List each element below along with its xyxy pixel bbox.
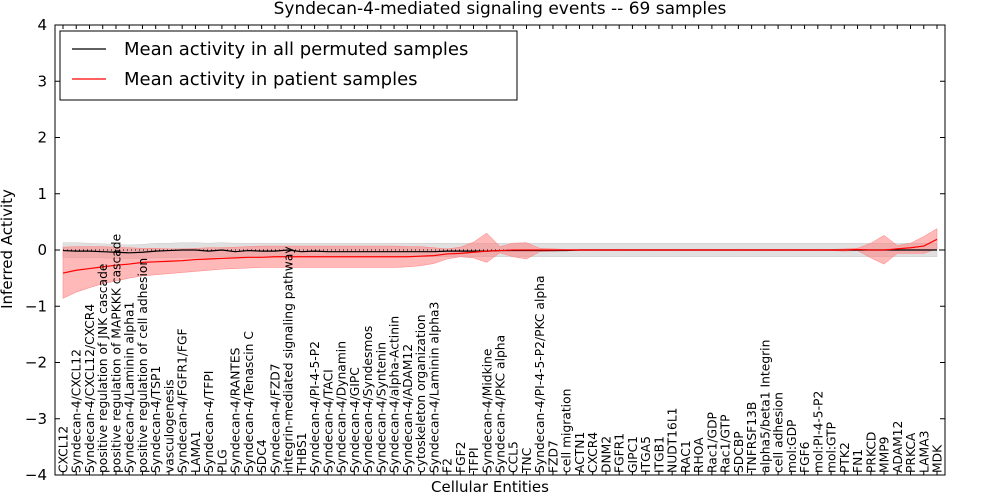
chart-title: Syndecan-4-mediated signaling events -- … <box>274 0 727 19</box>
x-tick-label: PRKCD <box>864 432 878 473</box>
x-tick-label: Syndecan-4/Midkine <box>480 349 494 473</box>
x-tick-label: Syndecan-4/Syntenin <box>374 342 388 473</box>
x-tick-label: FN1 <box>851 449 865 473</box>
series-line-1 <box>62 238 938 274</box>
y-tick-label: −1 <box>25 297 47 315</box>
x-tick-label: LAMA1 <box>189 431 203 473</box>
y-tick-label: −4 <box>25 466 47 484</box>
x-tick-label: GIPC1 <box>626 436 640 473</box>
x-tick-label: FZD7 <box>546 440 560 473</box>
x-tick-label: Syndecan-4/TACI <box>321 369 335 473</box>
x-tick-label: cell migration <box>560 389 574 473</box>
legend-box <box>59 30 518 101</box>
x-tick-label: Syndecan-4/TFPI <box>202 371 216 473</box>
x-tick-label: Syndecan-4/alpha-Actinin <box>388 316 402 473</box>
x-tick-label: Syndecan-4/Tenascin C <box>242 331 256 473</box>
legend-label-0: Mean activity in all permuted samples <box>124 39 468 60</box>
x-tick-label: Rac1/GDP <box>705 412 719 473</box>
x-tick-label: Syndecan-4/PKC alpha <box>494 335 508 473</box>
x-tick-label: mol:GTP <box>825 422 839 473</box>
x-tick-label: integrin-mediated signaling pathway <box>282 246 296 473</box>
x-tick-label: SDC4 <box>255 439 269 473</box>
x-tick-label: Syndecan-4/FGFR1/FGF <box>176 328 190 473</box>
x-tick-label: alpha5/beta1 Integrin <box>758 340 772 473</box>
y-tick-label: 0 <box>37 241 47 259</box>
x-tick-label: cell adhesion <box>772 392 786 473</box>
x-tick-label: TNFRSF13B <box>745 402 759 474</box>
x-tick-label: PRKCA <box>904 432 918 473</box>
x-tick-label: CCL5 <box>507 441 521 473</box>
x-tick-label: RHOA <box>692 437 706 473</box>
x-tick-label: Syndecan-4/PI-4-5-P2/PKC alpha <box>533 275 547 473</box>
legend: Mean activity in all permuted samples Mea… <box>59 30 518 101</box>
x-tick-label: mol:PI-4-5-P2 <box>811 391 825 473</box>
x-tick-label: DNM2 <box>599 436 613 473</box>
x-tick-label: Syndecan-4/Laminin alpha3 <box>427 302 441 473</box>
x-tick-label: Syndecan-4/RANTES <box>229 347 243 473</box>
x-tick-label: THBS1 <box>295 432 309 474</box>
x-tick-label: F2 <box>441 458 455 473</box>
y-tick-label: 3 <box>37 72 47 90</box>
x-tick-label: vasculogenesis <box>162 379 176 473</box>
x-tick-label: mol:GDP <box>785 420 799 473</box>
x-tick-label: cytoskeleton organization <box>414 314 428 473</box>
x-tick-label: Syndecan-4/PI-4-5-P2 <box>308 341 322 473</box>
x-tick-label: Rac1/GTP <box>719 414 733 473</box>
y-axis-label: Inferred Activity <box>0 189 16 309</box>
x-tick-label: SDCBP <box>732 431 746 473</box>
x-tick-label: Syndecan-4/FZD7 <box>268 363 282 473</box>
x-tick-label: positive regulation of JNK cascade <box>96 264 110 473</box>
y-tick-label: 2 <box>37 129 47 147</box>
x-tick-label: PLG <box>215 449 229 473</box>
x-tick-label: CXCR4 <box>586 432 600 473</box>
x-axis-label: Cellular Entities <box>431 478 549 496</box>
x-tick-label: positive regulation of MAPKKK cascade <box>109 234 123 473</box>
x-tick-label: TNC <box>520 448 534 474</box>
series-band-1 <box>62 228 938 299</box>
x-tick-label: PTK2 <box>838 442 852 473</box>
x-tick-label: MDK <box>931 444 945 473</box>
x-tick-label: ADAM12 <box>891 421 905 473</box>
x-tick-label: Syndecan-4/TSP1 <box>149 366 163 473</box>
x-tick-label: Syndecan-4/Laminin alpha1 <box>123 302 137 473</box>
x-tick-label: CXCL12 <box>57 426 71 473</box>
x-tick-label: Syndecan-4/Syndesmos <box>361 326 375 473</box>
x-tick-label: Syndecan-4/CXCL12 <box>70 349 84 473</box>
y-tick-label: −3 <box>25 410 47 428</box>
x-tick-label: Syndecan-4/CXCL12/CXCR4 <box>83 304 97 473</box>
x-tick-label: ITGA5 <box>639 436 653 473</box>
x-tick-label: ACTN1 <box>573 432 587 473</box>
y-tick-label: 4 <box>37 16 47 34</box>
x-tick-label: RAC1 <box>679 440 693 473</box>
x-tick-label: NUDT16L1 <box>666 407 680 473</box>
x-tick-label: FGFR1 <box>613 433 627 473</box>
x-tick-label: Syndecan-4/Dynamin <box>335 341 349 473</box>
x-tick-label: ITGB1 <box>652 436 666 473</box>
x-tick-label: FGF2 <box>454 442 468 474</box>
x-tick-label: positive regulation of cell adhesion <box>136 258 150 473</box>
x-tick-label: LAMA3 <box>917 431 931 473</box>
x-tick-label: Syndecan-4/GIPC <box>348 367 362 473</box>
legend-label-1: Mean activity in patient samples <box>124 69 418 90</box>
x-tick-label: Syndecan-4/ADAM12 <box>401 344 415 473</box>
y-tick-label: 1 <box>37 185 47 203</box>
x-tick-label: FGF6 <box>798 441 812 473</box>
x-tick-label: TFPI <box>467 447 481 474</box>
y-tick-label: −2 <box>25 354 47 372</box>
x-tick-label: MMP9 <box>878 437 892 473</box>
